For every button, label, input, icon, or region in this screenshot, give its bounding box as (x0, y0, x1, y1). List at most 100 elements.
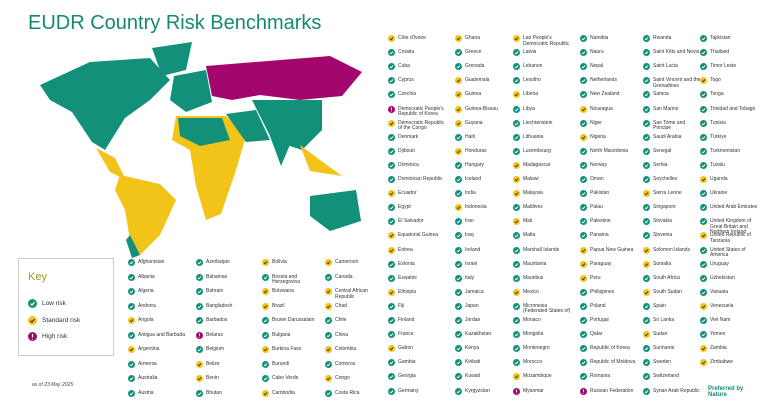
country: Venezuela (700, 302, 760, 310)
country: Thailand (700, 49, 760, 57)
country-name: Zambia (710, 345, 727, 352)
country-name: Kenya (465, 345, 480, 352)
country-name: Belize (206, 360, 220, 367)
country: Madagascar (513, 161, 573, 169)
risk-icon (513, 246, 520, 254)
country: Chad (325, 302, 385, 310)
country: Bulgaria (262, 331, 322, 339)
country: Angola (128, 317, 188, 324)
risk-icon (580, 246, 587, 254)
risk-icon (455, 288, 462, 296)
risk-icon (388, 345, 395, 353)
country: Democratic People's Republic of Korea (388, 105, 448, 118)
risk-icon (388, 373, 395, 381)
country: Dominica (388, 161, 448, 169)
country-name: Morocco (523, 359, 543, 366)
key-title: Key (28, 271, 47, 283)
risk-icon (325, 360, 332, 368)
country: Czechia (388, 91, 448, 99)
country: Republic of Moldova (580, 359, 640, 367)
country: Uganda (700, 176, 760, 183)
risk-icon (513, 359, 520, 367)
risk-icon (580, 119, 587, 127)
risk-icon (580, 345, 587, 353)
risk-icon (455, 161, 462, 169)
country-name: Panama (590, 232, 609, 239)
country: Israel (455, 260, 515, 268)
india (270, 136, 292, 166)
risk-icon (262, 317, 269, 324)
country-name: Syrian Arab Republic (653, 387, 700, 394)
country-name: Angola (138, 317, 154, 323)
country-name: Nigeria (590, 133, 606, 140)
country-name: New Zealand (590, 91, 620, 98)
risk-icon (455, 49, 462, 57)
country-name: Lithuania (523, 133, 544, 140)
world-map (40, 42, 362, 258)
key-item: Low risk (28, 299, 66, 308)
country-name: Argentina (138, 346, 160, 352)
country-name: Nepal (590, 63, 604, 70)
country-name: Palau (590, 204, 603, 211)
risk-icon (643, 105, 650, 113)
country: Lao People's Democratic Republic (513, 35, 573, 47)
risk-icon (325, 317, 332, 324)
country: Samoa (643, 91, 703, 99)
country: Fiji (388, 302, 448, 310)
country-name: Democratic Republic of the Congo (398, 119, 445, 132)
country: Ethiopia (388, 288, 448, 296)
risk-icon (643, 274, 650, 282)
country-name: Fiji (398, 302, 405, 309)
risk-icon (128, 302, 135, 310)
country-name: Finland (398, 317, 415, 323)
country: Paraguay (580, 260, 640, 268)
key-label: Standard risk (42, 316, 81, 324)
country: Ghana (455, 35, 515, 42)
country-name: Grenada (465, 63, 485, 70)
country: Mauritania (513, 260, 573, 268)
risk-icon (196, 346, 203, 353)
country-name: Austria (138, 389, 154, 396)
risk-icon (128, 375, 135, 382)
risk-icon (388, 359, 395, 367)
risk-icon (643, 161, 650, 169)
risk-icon (455, 246, 462, 254)
country-name: Togo (710, 77, 721, 84)
risk-icon (513, 317, 520, 324)
risk-icon (388, 176, 395, 183)
country: Kiribati (455, 359, 515, 367)
risk-icon (700, 302, 707, 310)
country: Lithuania (513, 133, 573, 141)
country: Mexico (513, 288, 573, 296)
risk-icon (455, 35, 462, 42)
country-name: Venezuela (710, 302, 734, 309)
country-name: Tonga (710, 91, 724, 98)
country-name: Singapore (653, 204, 676, 211)
risk-icon (196, 288, 203, 295)
risk-icon (455, 331, 462, 339)
country-name: Philippines (590, 288, 615, 295)
key-item: Standard risk (28, 315, 81, 325)
risk-icon (643, 35, 650, 42)
risk-icon (643, 204, 650, 212)
country-name: Malaysia (523, 190, 543, 197)
country-name: Burkina Faso (272, 346, 302, 352)
risk-icon (388, 190, 395, 198)
country-name: Haiti (465, 133, 476, 140)
risk-icon (700, 190, 707, 198)
risk-icon (388, 387, 395, 395)
risk-icon (513, 331, 520, 339)
risk-icon (513, 204, 520, 212)
country-name: Monaco (523, 317, 541, 323)
risk-icon (196, 331, 203, 339)
risk-icon (128, 288, 135, 295)
country: Kazakhstan (455, 331, 515, 339)
country: Monaco (513, 317, 573, 324)
country: Hungary (455, 161, 515, 169)
country-name: Serbia (653, 161, 668, 168)
risk-icon (580, 35, 587, 42)
country-name: Namibia (590, 35, 609, 41)
risk-icon (580, 190, 587, 198)
country: Mozambique (513, 373, 573, 381)
country: Guinea-Bissau (455, 105, 515, 113)
